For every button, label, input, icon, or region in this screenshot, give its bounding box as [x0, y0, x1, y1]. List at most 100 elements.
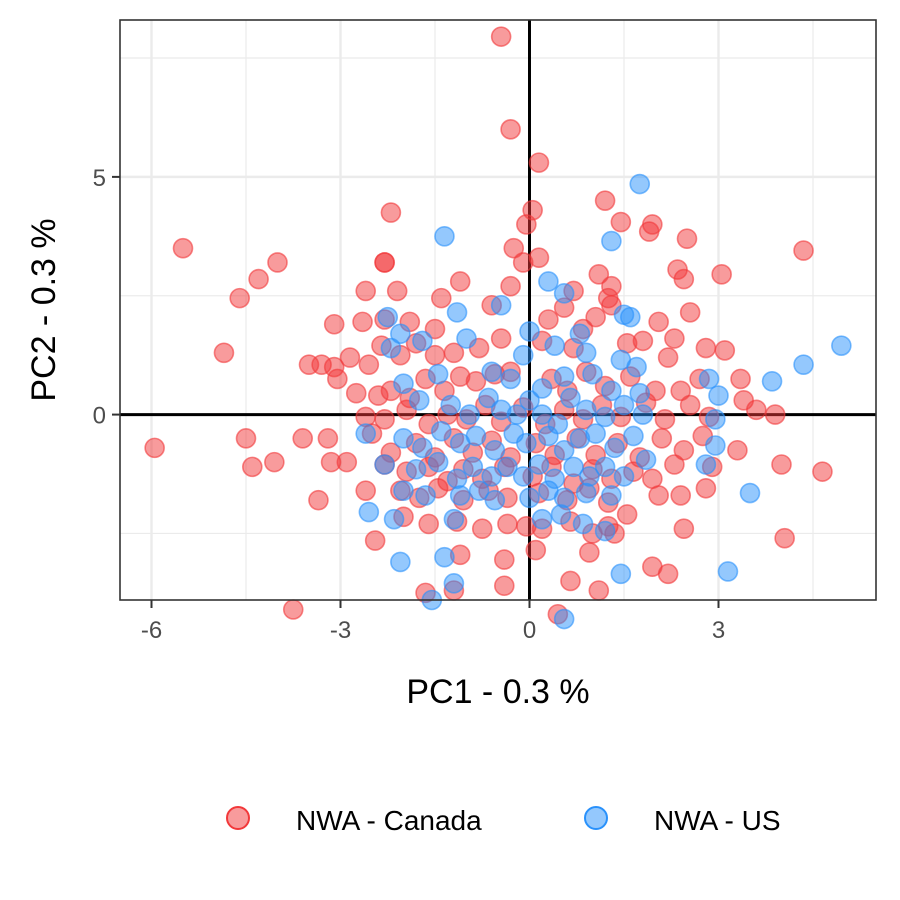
data-point-canada: [172, 237, 194, 259]
data-point-us: [408, 390, 430, 411]
legend-marker-us: [584, 806, 608, 830]
data-point-us: [519, 390, 540, 411]
y-tick-label: 0: [93, 403, 106, 430]
data-point-us: [569, 323, 591, 345]
data-point-us: [383, 508, 405, 530]
data-point-us: [500, 368, 521, 390]
data-point-canada: [657, 347, 679, 368]
data-point-canada: [144, 437, 165, 459]
data-point-us: [443, 573, 465, 594]
x-axis-title: PC1 - 0.3 %: [406, 673, 589, 711]
data-point-us: [490, 294, 512, 316]
y-axis-ticks: 05: [93, 165, 120, 430]
data-point-canada: [730, 368, 751, 390]
data-point-us: [519, 487, 540, 509]
data-point-us: [430, 420, 452, 442]
data-point-canada: [500, 275, 521, 297]
data-point-us: [544, 335, 566, 356]
data-point-us: [632, 404, 654, 425]
data-point-us: [374, 454, 395, 475]
data-point-canada: [745, 399, 767, 421]
data-point-us: [434, 226, 455, 247]
data-point-canada: [695, 477, 717, 499]
y-axis-title: PC2 - 0.3 %: [25, 218, 63, 401]
data-point-us: [484, 489, 506, 511]
data-point-canada: [560, 570, 581, 592]
data-point-canada: [585, 306, 606, 328]
data-point-us: [629, 173, 651, 195]
data-point-canada: [229, 287, 250, 309]
data-point-us: [497, 456, 518, 478]
data-point-canada: [522, 199, 543, 221]
data-point-us: [582, 363, 603, 385]
data-point-canada: [213, 342, 235, 364]
data-point-us: [465, 425, 487, 447]
data-point-us: [575, 342, 597, 364]
data-point-canada: [664, 454, 685, 475]
data-point-canada: [648, 485, 669, 506]
data-point-us: [462, 456, 484, 478]
data-point-canada: [267, 252, 288, 273]
data-points: [144, 26, 852, 630]
data-point-us: [560, 387, 581, 409]
data-point-canada: [317, 428, 339, 449]
data-point-us: [575, 482, 597, 504]
data-point-us: [601, 380, 622, 402]
data-point-canada: [430, 287, 452, 309]
data-point-us: [613, 394, 635, 416]
x-tick-label: -6: [141, 617, 162, 644]
data-point-canada: [695, 337, 717, 359]
data-point-canada: [443, 342, 465, 364]
data-point-canada: [727, 439, 748, 461]
data-point-canada: [503, 237, 525, 259]
data-point-canada: [764, 404, 786, 425]
data-point-canada: [235, 428, 257, 449]
plot-panel-border: [119, 19, 877, 601]
data-point-canada: [500, 119, 521, 140]
data-point-us: [415, 485, 436, 506]
data-point-canada: [364, 530, 386, 551]
data-point-canada: [657, 563, 679, 585]
data-point-canada: [651, 428, 673, 449]
data-point-us: [390, 551, 411, 573]
data-point-us: [468, 480, 490, 501]
data-point-us: [585, 423, 606, 444]
data-point-canada: [424, 318, 446, 340]
data-point-us: [705, 409, 726, 430]
data-point-canada: [654, 409, 676, 430]
data-point-us: [531, 404, 553, 425]
data-point-us: [484, 439, 506, 461]
data-point-canada: [374, 409, 395, 430]
data-point-canada: [282, 599, 304, 620]
data-point-us: [390, 323, 411, 345]
data-point-canada: [793, 240, 814, 261]
data-point-canada: [673, 268, 695, 290]
data-point-canada: [345, 382, 367, 404]
data-point-us: [531, 378, 553, 399]
data-point-canada: [418, 513, 440, 535]
data-point-canada: [679, 302, 701, 323]
data-point-canada: [497, 513, 518, 535]
data-point-us: [623, 425, 644, 447]
data-point-us: [519, 321, 540, 342]
data-point-canada: [358, 354, 380, 375]
data-point-us: [456, 328, 477, 349]
data-point-us: [698, 368, 720, 390]
data-point-us: [604, 437, 625, 459]
data-point-canada: [292, 428, 314, 449]
data-point-us: [412, 437, 433, 459]
data-point-us: [695, 454, 717, 475]
data-point-us: [531, 508, 553, 530]
data-point-canada: [493, 549, 515, 570]
data-point-us: [434, 546, 455, 568]
data-point-canada: [711, 264, 732, 285]
data-point-us: [601, 230, 622, 252]
y-tick-label: 5: [93, 165, 106, 192]
data-point-canada: [355, 480, 377, 501]
data-point-us: [613, 466, 635, 487]
data-point-canada: [648, 311, 669, 333]
data-point-us: [538, 271, 559, 292]
data-point-canada: [642, 214, 663, 235]
